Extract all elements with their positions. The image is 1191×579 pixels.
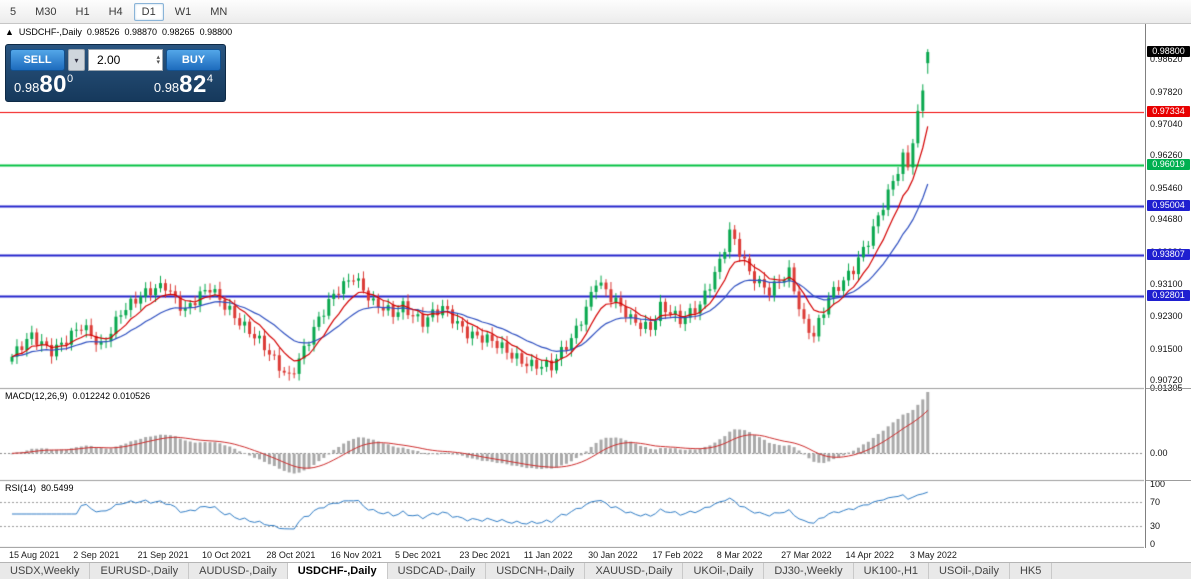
chart-tab-usoil-daily[interactable]: USOil-,Daily xyxy=(929,563,1010,579)
volume-spinner[interactable]: ▴ ▾ xyxy=(156,54,160,66)
timeframe-button-mn[interactable]: MN xyxy=(210,5,228,18)
rsi-axis-label: 0 xyxy=(1150,539,1156,549)
date-axis-label: 16 Nov 2021 xyxy=(330,550,382,560)
volume-input[interactable]: 2.00 ▴ ▾ xyxy=(88,49,163,71)
timeframe-button-m30[interactable]: M30 xyxy=(35,5,57,18)
timeframe-button-h1[interactable]: H1 xyxy=(75,5,90,18)
bid-price: 0.98 80 0 xyxy=(14,73,73,97)
date-axis-label: 10 Oct 2021 xyxy=(202,550,252,560)
timeframe-button-d1[interactable]: D1 xyxy=(133,2,164,21)
rsi-axis-label: 30 xyxy=(1150,521,1161,531)
timeframe-button-h4[interactable]: H4 xyxy=(108,5,123,18)
chart-info-line: ▲ USDCHF-,Daily 0.98526 0.98870 0.98265 0.988… xyxy=(5,27,237,37)
chart-tab-usdchf-daily[interactable]: USDCHF-,Daily xyxy=(287,563,388,579)
chart-tab-eurusd-daily[interactable]: EURUSD-,Daily xyxy=(90,563,190,579)
rsi-value: 80.5499 xyxy=(41,483,74,493)
macd-pane-label: MACD(12,26,9) 0.012242 0.010526 xyxy=(5,391,155,401)
ask-price: 0.98 82 4 xyxy=(154,73,213,97)
ask-price-big: 82 xyxy=(179,71,207,98)
date-axis-label: 14 Apr 2022 xyxy=(845,550,895,560)
price-axis-tag: 0.96019 xyxy=(1147,159,1190,170)
close-value: 0.98800 xyxy=(199,27,233,37)
chart-tab-ukoil-daily[interactable]: UKOil-,Daily xyxy=(683,563,765,579)
chart-tab-audusd-daily[interactable]: AUDUSD-,Daily xyxy=(189,563,288,579)
price-axis-tag: 0.97334 xyxy=(1147,105,1190,117)
date-axis-label: 17 Feb 2022 xyxy=(652,550,703,560)
rsi-pane-label: RSI(14) 80.5499 xyxy=(5,483,79,493)
price-axis-tag: 0.93807 xyxy=(1147,248,1190,260)
macd-name: MACD(12,26,9) xyxy=(5,391,68,401)
price-chart-canvas[interactable] xyxy=(0,24,1144,548)
buy-button[interactable]: BUY xyxy=(166,49,221,71)
high-value: 0.98870 xyxy=(124,27,158,37)
price-axis-label: 0.98620 xyxy=(1150,54,1183,65)
time-axis: 15 Aug 2021 2 Sep 2021 21 Sep 2021 10 Oct 2… xyxy=(0,548,1144,562)
macd-axis-label: 0.00 xyxy=(1150,448,1168,459)
timeframe-toolbar: 5 M30 H1 H4 D1 W1 MN xyxy=(0,0,1191,24)
price-axis-label: 0.96260 xyxy=(1150,150,1183,161)
date-axis-label: 21 Sep 2021 xyxy=(137,550,189,560)
date-axis-label: 8 Mar 2022 xyxy=(716,550,763,560)
price-axis-label: 0.90720 xyxy=(1150,375,1183,386)
pane-separator xyxy=(1146,388,1191,389)
price-axis-tag: 0.95004 xyxy=(1147,200,1190,212)
symbol-label: USDCHF-,Daily xyxy=(18,27,82,37)
chart-tab-xauusd-daily[interactable]: XAUUSD-,Daily xyxy=(585,563,684,579)
price-axis-label: 0.95460 xyxy=(1150,182,1183,193)
price-axis-label: 0.94680 xyxy=(1150,214,1183,225)
date-axis-label: 3 May 2022 xyxy=(909,550,957,560)
rsi-axis-label: 100 xyxy=(1150,479,1166,489)
chevron-down-icon: ▾ xyxy=(74,55,79,65)
date-axis-label: 27 Mar 2022 xyxy=(781,550,832,560)
timeframe-button-w1[interactable]: W1 xyxy=(174,5,192,18)
chart-tab-uk100-h1[interactable]: UK100-,H1 xyxy=(854,563,930,579)
timeframe-button-5[interactable]: 5 xyxy=(10,5,17,18)
price-axis-label: 0.91500 xyxy=(1150,343,1183,354)
date-axis-label: 5 Dec 2021 xyxy=(395,550,442,560)
date-axis-label: 28 Oct 2021 xyxy=(266,550,316,560)
bid-price-big: 80 xyxy=(39,71,68,98)
price-axis-label: 0.93100 xyxy=(1150,278,1183,289)
bid-price-pipette: 0 xyxy=(67,73,74,85)
sell-button[interactable]: SELL xyxy=(10,49,65,71)
open-value: 0.98526 xyxy=(86,27,120,37)
chart-tab-dj30-weekly[interactable]: DJ30-,Weekly xyxy=(764,563,854,579)
order-type-dropdown[interactable]: ▾ xyxy=(68,49,85,71)
pane-separator xyxy=(1146,480,1191,481)
date-axis-label: 15 Aug 2021 xyxy=(8,550,60,560)
price-axis-label: 0.97820 xyxy=(1150,86,1183,97)
price-axis-tag: 0.98800 xyxy=(1147,46,1190,58)
date-axis-label: 2 Sep 2021 xyxy=(73,550,120,560)
price-axis: 0.98620 0.97820 0.97040 0.96260 0.95460 0.946… xyxy=(1145,24,1191,549)
one-click-trading-panel: SELL ▾ 2.00 ▴ ▾ BUY 0.98 80 0 0.98 82 4 xyxy=(5,44,226,102)
chart-tab-usdcnh-daily[interactable]: USDCNH-,Daily xyxy=(486,563,586,579)
ask-price-pipette: 4 xyxy=(206,73,213,85)
chart-shift-marker-icon: ▲ xyxy=(5,27,14,37)
ask-price-prefix: 0.98 xyxy=(153,80,180,95)
chart-tab-bar: USDX,Weekly EURUSD-,Daily AUDUSD-,Daily USD… xyxy=(0,562,1191,579)
date-axis-label: 23 Dec 2021 xyxy=(459,550,511,560)
date-axis-label: 11 Jan 2022 xyxy=(523,550,573,560)
low-value: 0.98265 xyxy=(162,27,195,37)
spinner-up-icon: ▴ xyxy=(156,54,160,61)
price-axis-tag: 0.92801 xyxy=(1147,289,1190,301)
volume-value: 2.00 xyxy=(97,53,121,67)
spinner-down-icon: ▾ xyxy=(156,59,160,66)
rsi-axis-label: 70 xyxy=(1150,497,1161,507)
chart-tab-usdx-weekly[interactable]: USDX,Weekly xyxy=(0,563,91,579)
price-axis-label: 0.92300 xyxy=(1150,311,1183,322)
chart-tab-hk5[interactable]: HK5 xyxy=(1010,563,1053,579)
chart-tab-usdcad-daily[interactable]: USDCAD-,Daily xyxy=(388,563,487,579)
bid-price-prefix: 0.98 xyxy=(14,80,40,95)
date-axis-label: 30 Jan 2022 xyxy=(588,550,638,560)
price-axis-label: 0.97040 xyxy=(1150,118,1183,129)
macd-values: 0.012242 0.010526 xyxy=(72,391,151,401)
rsi-name: RSI(14) xyxy=(5,483,37,493)
